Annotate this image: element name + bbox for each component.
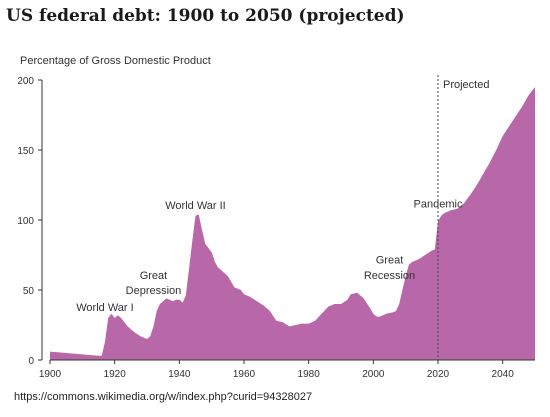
annotation-label: World War II (165, 200, 226, 212)
annotation-label: Pandemic (414, 198, 463, 210)
x-tick-label: 1920 (104, 369, 127, 380)
projection-label: Projected (443, 79, 489, 91)
x-tick-label: 1900 (39, 369, 62, 380)
y-tick-label: 200 (17, 76, 34, 87)
y-tick-label: 50 (23, 286, 35, 297)
x-tick-label: 1940 (168, 369, 191, 380)
source-link[interactable]: https://commons.wikimedia.org/w/index.ph… (14, 391, 313, 403)
x-tick-label: 1960 (233, 369, 256, 380)
x-tick-label: 1980 (298, 369, 321, 380)
x-tick-label: 2020 (427, 369, 450, 380)
annotation-label: World War I (76, 302, 133, 314)
x-tick-label: 2040 (492, 369, 515, 380)
y-tick-label: 150 (17, 146, 34, 157)
plot-area: 0 50 100 150 200 1900 1920 1940 1960 1980 2000 2020… (17, 75, 535, 380)
x-tick-label: 2000 (362, 369, 385, 380)
annotation-label: Recession (364, 270, 415, 282)
y-tick-label: 0 (28, 356, 34, 367)
annotation-label: Depression (126, 285, 182, 297)
y-tick-label: 100 (17, 216, 34, 227)
y-axis-label: Percentage of Gross Domestic Product (20, 55, 211, 67)
debt-area-series (50, 87, 535, 360)
annotation-label: Great (140, 270, 168, 282)
annotation-label: Great (376, 254, 404, 266)
chart-title: US federal debt: 1900 to 2050 (projected… (6, 6, 405, 26)
